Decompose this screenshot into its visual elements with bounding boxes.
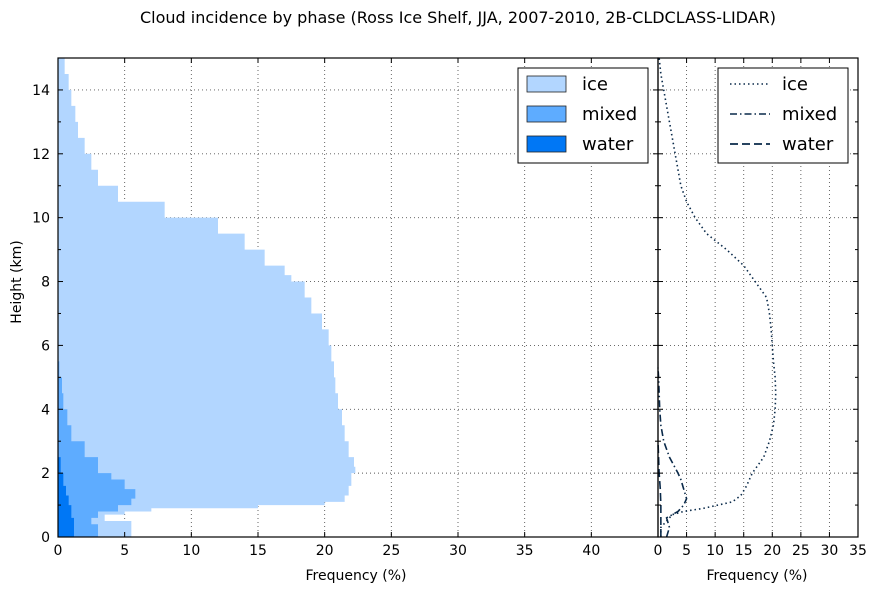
plot-frame: [657, 57, 859, 538]
legend-swatch-water: [526, 135, 567, 153]
y-tick-label: 6: [41, 338, 50, 354]
area-water: [58, 457, 74, 537]
x-tick-label: 30: [821, 543, 839, 559]
x-tick-label: 35: [516, 543, 534, 559]
x-tick-label: 40: [582, 543, 600, 559]
x-tick-label: 25: [382, 543, 400, 559]
y-tick-label: 0: [41, 530, 50, 546]
y-tick-label: 14: [32, 83, 50, 99]
legend-label-water: water: [582, 134, 634, 155]
x-tick-label: 35: [849, 543, 867, 559]
x-tick-label: 15: [249, 543, 267, 559]
y-tick-label: 4: [41, 402, 50, 418]
x-tick-label: 0: [54, 543, 63, 559]
line-ice: [658, 57, 777, 537]
chart-title: Cloud incidence by phase (Ross Ice Shelf…: [140, 8, 776, 27]
y-tick-label: 12: [32, 147, 50, 163]
x-tick-label: 5: [682, 543, 691, 559]
x-axis-label-left: Frequency (%): [305, 568, 406, 584]
y-axis-label: Height (km): [9, 240, 25, 323]
x-tick-label: 20: [763, 543, 781, 559]
legend-line-label-water: water: [782, 134, 834, 155]
x-tick-label: 25: [792, 543, 810, 559]
x-tick-label: 0: [654, 543, 663, 559]
panel-line: 0 5 10 15 20 25 30 35: [654, 57, 867, 559]
legend-line-label-ice: ice: [782, 74, 808, 95]
legend-label-mixed: mixed: [582, 104, 637, 125]
line-mixed: [657, 367, 688, 538]
x-axis-label-right: Frequency (%): [706, 568, 807, 584]
x-tick-label: 15: [735, 543, 753, 559]
y-tick-label: 8: [41, 275, 50, 291]
legend-area: ice mixed water: [517, 67, 649, 164]
x-tick-label: 10: [182, 543, 200, 559]
legend-swatch-mixed: [526, 105, 567, 123]
y-tick-label: 10: [32, 211, 50, 227]
legend-label-ice: ice: [582, 74, 608, 95]
area-mixed: [58, 361, 136, 537]
y-tick-label: 2: [41, 466, 50, 482]
x-tick-label: 10: [706, 543, 724, 559]
legend-line-label-mixed: mixed: [782, 104, 837, 125]
panel-area: 0 5 10 15 20 25 30 35 40 0 2 4 6 8 10 12 14: [32, 57, 659, 559]
x-tick-label: 5: [120, 543, 129, 559]
x-tick-label: 30: [449, 543, 467, 559]
legend-line: ice mixed water: [717, 67, 849, 164]
area-ice: [58, 58, 356, 537]
legend-swatch-ice: [526, 75, 567, 93]
x-tick-label: 20: [316, 543, 334, 559]
